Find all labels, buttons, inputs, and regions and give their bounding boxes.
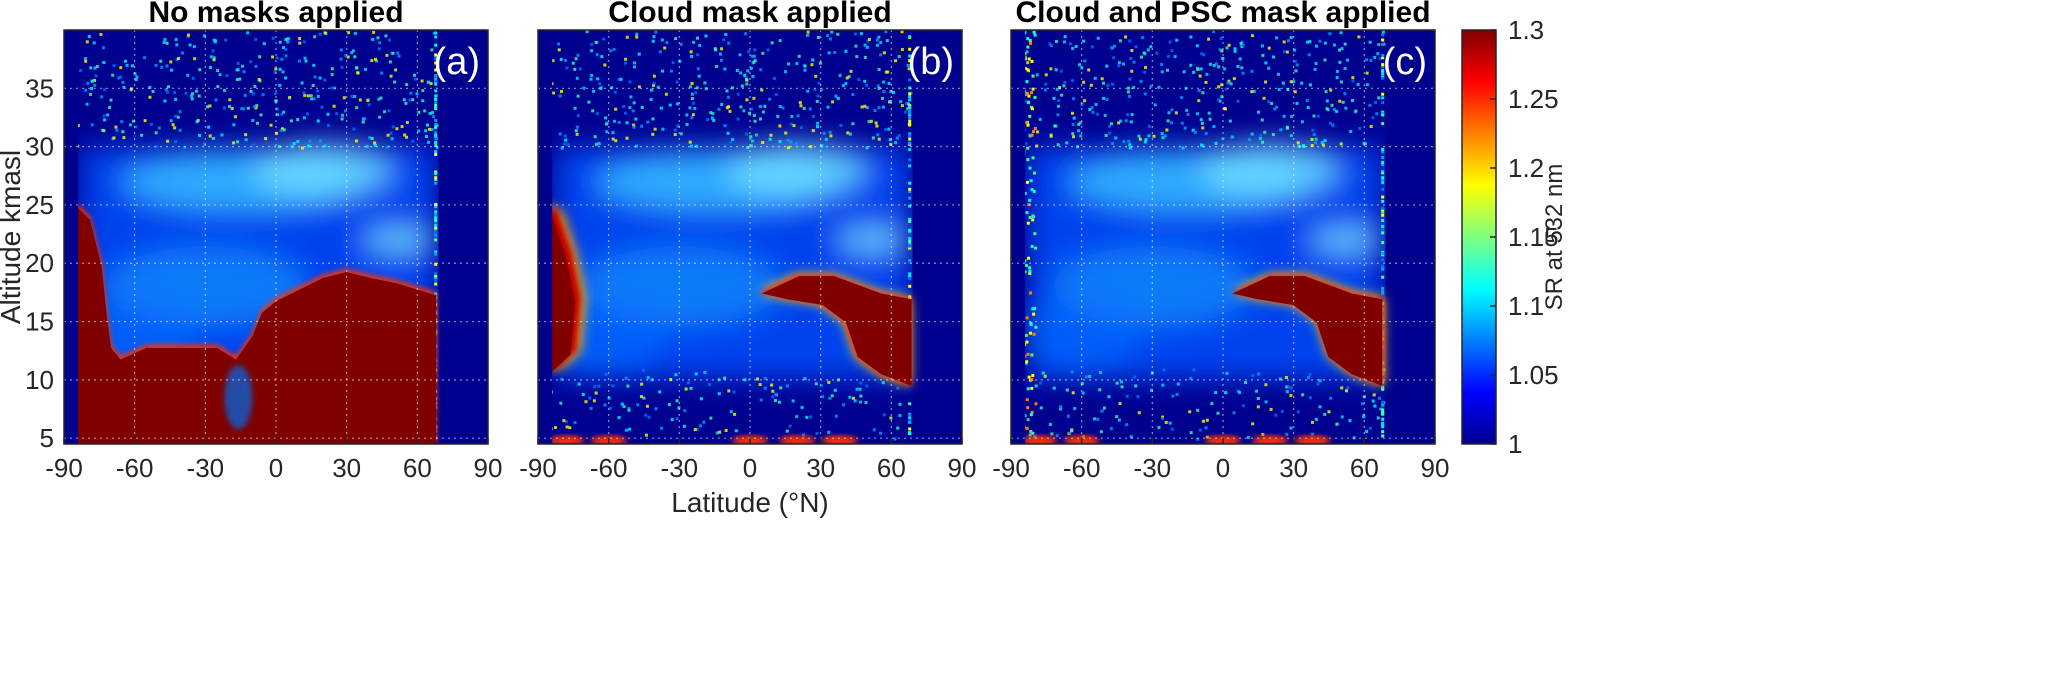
y-tick-label: 30 (25, 132, 54, 162)
x-tick-label: -90 (45, 453, 83, 483)
x-tick-label: 30 (1279, 453, 1308, 483)
saturated-region (68, 204, 437, 444)
panel-label: (c) (1383, 41, 1427, 83)
saturated-region (1021, 274, 1384, 444)
x-tick-label: -60 (116, 453, 154, 483)
x-tick-label: -60 (1063, 453, 1101, 483)
x-tick-label: -60 (590, 453, 628, 483)
aerosol-layer (548, 141, 911, 380)
x-tick-label: 30 (332, 453, 361, 483)
y-tick-label: 15 (25, 307, 54, 337)
panel-title: Cloud and PSC mask applied (1015, 0, 1430, 29)
heatmap-area (1011, 30, 1435, 444)
colorbar-tick-label: 1.1 (1508, 291, 1544, 321)
x-axis-label: Latitude (°N) (671, 487, 829, 518)
colorbar-label: SR at 532 nm (1541, 164, 1568, 311)
no-data-band (438, 30, 488, 444)
panel-label: (b) (908, 41, 954, 83)
no-data-band (1385, 30, 1435, 444)
x-tick-label: 60 (403, 453, 432, 483)
x-tick-label: 90 (1421, 453, 1450, 483)
x-tick-label: 30 (806, 453, 835, 483)
panel-title: No masks applied (148, 0, 403, 29)
y-tick-label: 35 (25, 73, 54, 103)
colorbar-tick-label: 1.25 (1508, 84, 1559, 114)
x-tick-label: 60 (1350, 453, 1379, 483)
x-tick-label: 90 (948, 453, 977, 483)
no-data-band (912, 30, 962, 444)
y-tick-label: 10 (25, 365, 54, 395)
x-tick-label: 60 (877, 453, 906, 483)
colorbar-tick-label: 1 (1508, 429, 1522, 459)
colorbar: 1 1.05 1.1 1.15 1.2 1.25 1.3 SR at 532 nm (1461, 15, 1568, 459)
colorbar-tick-label: 1.2 (1508, 153, 1544, 183)
x-tick-label: 90 (474, 453, 503, 483)
colorbar-tick-label: 1.15 (1508, 222, 1559, 252)
x-tick-label: 0 (269, 453, 283, 483)
y-tick-label: 25 (25, 190, 54, 220)
x-tick-label: -30 (1134, 453, 1172, 483)
y-tick-label: 5 (40, 423, 54, 453)
panel-title: Cloud mask applied (608, 0, 891, 29)
y-axis-label: Altitude kmasl (0, 150, 26, 324)
y-tick-label: 20 (25, 248, 54, 278)
x-tick-label: 0 (743, 453, 757, 483)
x-tick-label: -90 (992, 453, 1030, 483)
panel-3: Cloud and PSC mask applied (c) -90 -60 -30 0 3… (992, 0, 1449, 483)
x-tick-label: -90 (519, 453, 557, 483)
x-tick-label: -30 (661, 453, 699, 483)
panel-1: No masks applied (a) -90 -60 -30 0 30 60 90 5 10 15… (25, 0, 502, 483)
x-tick-label: 0 (1216, 453, 1230, 483)
panel-2: Cloud mask applied (b) -90 -60 -30 0 30 60 90 (519, 0, 976, 483)
panel-label: (a) (434, 41, 480, 83)
panels: No masks applied (a) -90 -60 -30 0 30 60 90 5 10 15… (25, 0, 1449, 483)
colorbar-tick-label: 1.3 (1508, 15, 1544, 45)
colorbar-tick-label: 1.05 (1508, 360, 1559, 390)
heatmap-area (64, 30, 488, 444)
heatmap-area (538, 30, 962, 444)
x-tick-label: -30 (187, 453, 225, 483)
